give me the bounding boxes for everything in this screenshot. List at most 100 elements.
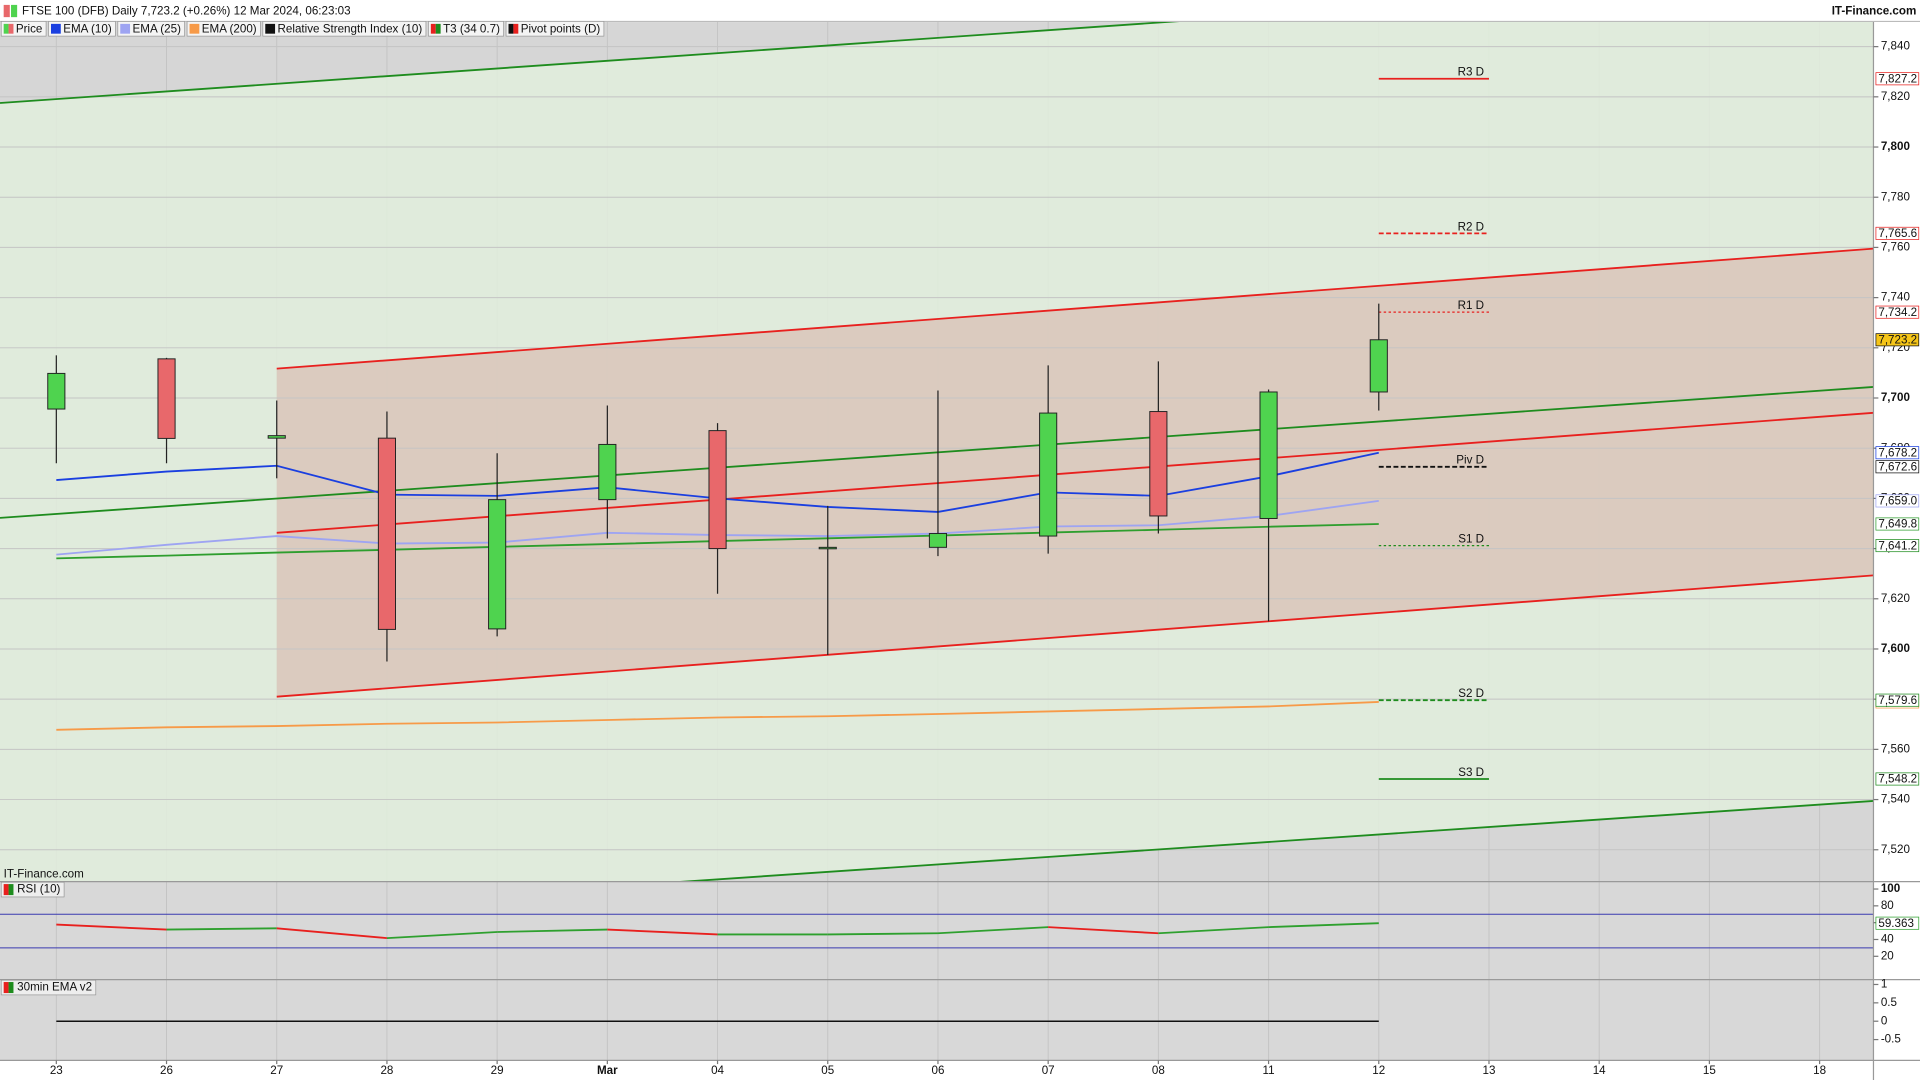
pivot-label: R2 D <box>1458 220 1485 233</box>
y-tick-label: 7,840 <box>1881 40 1911 53</box>
value-tag-label: 7,548.2 <box>1878 773 1917 786</box>
series-segment <box>937 926 1049 935</box>
candle-body <box>377 437 396 630</box>
rsi-panel <box>0 881 1874 980</box>
value-tags: 7,678.27,659.07,578.97,649.87,827.27,765… <box>1875 72 1920 930</box>
legend-label: EMA (200) <box>202 22 257 35</box>
panel-title-icon <box>3 884 9 896</box>
legend-icon <box>50 23 61 34</box>
legend-label: Price <box>16 22 42 35</box>
ema-panel <box>0 979 1874 1061</box>
y-tick-label: 7,700 <box>1881 391 1910 404</box>
value-tag-label: 7,659.0 <box>1878 495 1917 508</box>
value-tag-label: 7,827.2 <box>1878 72 1917 85</box>
value-tag-label: 7,723.2 <box>1878 333 1917 346</box>
pivot-label: S1 D <box>1458 533 1484 546</box>
candle-body <box>1259 391 1278 519</box>
legend-box <box>48 21 116 37</box>
panel-title-icon <box>3 982 9 994</box>
x-tick-label: 06 <box>931 1064 944 1077</box>
title-icon <box>3 4 10 18</box>
x-tick-label: 07 <box>1042 1064 1055 1077</box>
value-tag <box>1875 226 1920 240</box>
series-segment <box>1268 922 1379 929</box>
candle-body <box>818 546 837 550</box>
panel-title-box <box>0 881 65 898</box>
x-tick-label: 27 <box>270 1064 283 1077</box>
value-tag-label: 7,765.6 <box>1878 227 1917 240</box>
series-segment <box>1158 926 1269 935</box>
y-tick-label: 7,820 <box>1881 90 1911 103</box>
value-tag-label: 7,672.6 <box>1878 460 1917 473</box>
trend-line <box>670 800 1874 882</box>
pivot-label: R3 D <box>1458 66 1485 79</box>
legend-box <box>428 21 504 37</box>
y-tick-label: 0 <box>1881 1014 1888 1027</box>
series-segment <box>607 928 718 936</box>
trend-line <box>0 386 1874 519</box>
x-tick-label: 14 <box>1593 1064 1606 1077</box>
value-tag <box>1875 772 1920 786</box>
value-tag-label: 7,678.2 <box>1878 446 1917 459</box>
legend-box <box>186 21 261 37</box>
value-tag-label: 7,649.8 <box>1878 518 1917 531</box>
x-tick-label: 13 <box>1483 1064 1496 1077</box>
candle-body <box>1149 411 1168 517</box>
legend-icon <box>8 23 14 34</box>
value-tag <box>1875 446 1920 460</box>
series-segment <box>166 927 277 931</box>
x-tick-label: 15 <box>1703 1064 1716 1077</box>
legend-label: EMA (25) <box>133 22 182 35</box>
ema-plot <box>55 979 1821 1061</box>
legend-icon <box>430 23 436 34</box>
candle-body <box>928 533 948 548</box>
x-tick-label: 28 <box>380 1064 393 1077</box>
y-tick-label: 7,740 <box>1881 291 1911 304</box>
pivot-label: S2 D <box>1458 687 1484 700</box>
y-tick-label: 0.5 <box>1881 996 1897 1009</box>
legend-icon <box>189 23 200 34</box>
candle-body <box>488 499 507 630</box>
legend-icon <box>435 23 441 34</box>
x-tick-label: 05 <box>821 1064 834 1077</box>
series-segment <box>497 928 608 933</box>
pivot-label: R1 D <box>1458 299 1485 312</box>
x-tick-label: 29 <box>491 1064 504 1077</box>
x-tick-label: 08 <box>1152 1064 1165 1077</box>
legend-icon <box>513 23 519 34</box>
value-tag-label: 7,734.2 <box>1878 306 1917 319</box>
legend-icon <box>120 23 131 34</box>
series-segment <box>386 931 498 940</box>
legend-box <box>505 21 605 37</box>
watermark: IT-Finance.com <box>4 867 84 880</box>
value-tag <box>1875 305 1920 319</box>
pivot-label: Piv D <box>1456 454 1484 467</box>
y-tick-label: 7,760 <box>1881 240 1911 253</box>
x-tick-label: 11 <box>1263 1064 1275 1077</box>
trend-line <box>276 411 1874 534</box>
panel-title-icon <box>8 884 14 896</box>
trend-line <box>276 247 1874 370</box>
value-tag-label: 59.363 <box>1878 917 1914 930</box>
candle-body <box>598 443 617 501</box>
y-tick-label: 7,560 <box>1881 742 1911 755</box>
value-tag-label: 7,641.2 <box>1878 539 1917 552</box>
value-tag <box>1875 517 1920 531</box>
legend-box <box>117 21 185 37</box>
candle-body <box>267 435 286 439</box>
panel-title: RSI (10) <box>17 883 60 896</box>
value-tag <box>1875 916 1920 930</box>
series-segment <box>1048 926 1159 935</box>
title-icon <box>11 4 18 18</box>
value-tag <box>1875 693 1920 707</box>
legend-label: Relative Strength Index (10) <box>278 22 423 35</box>
legend-icon <box>3 23 9 34</box>
trend-line <box>0 22 1179 104</box>
y-tick-label: 7,620 <box>1881 592 1911 605</box>
y-tick-label: 40 <box>1881 933 1894 946</box>
source: IT-Finance.com <box>1832 5 1917 18</box>
y-tick-label: 7,800 <box>1881 140 1910 153</box>
value-tag <box>1875 494 1920 508</box>
x-tick-label: 23 <box>50 1064 63 1077</box>
